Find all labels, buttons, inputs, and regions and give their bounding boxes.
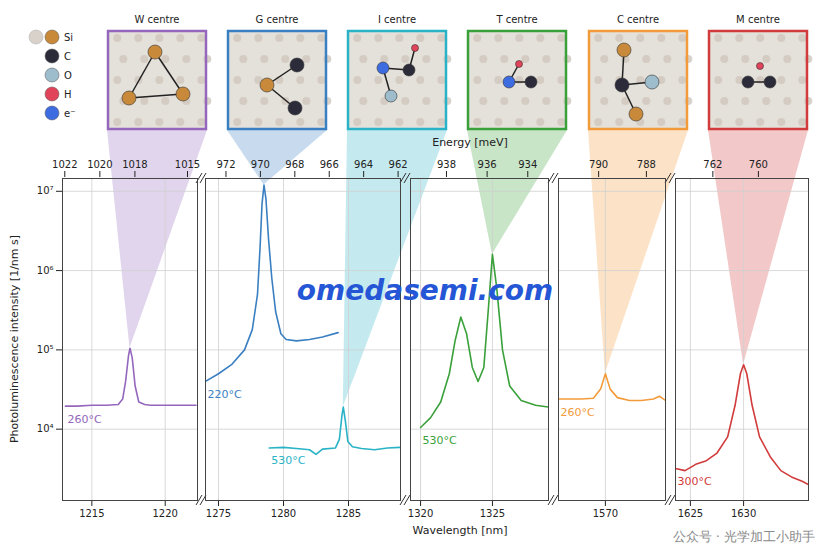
svg-text:Si: Si (64, 32, 73, 43)
svg-text:220°C: 220°C (208, 388, 242, 401)
svg-text:T centre: T centre (495, 14, 537, 25)
svg-text:760: 760 (749, 159, 768, 170)
svg-text:M centre: M centre (736, 14, 780, 25)
svg-text:530°C: 530°C (423, 434, 457, 447)
svg-text:970: 970 (251, 159, 270, 170)
svg-text:962: 962 (389, 159, 408, 170)
html-text:omedasemi.com: omedasemi.com (296, 273, 554, 307)
svg-text:C centre: C centre (617, 14, 659, 25)
svg-text:1325: 1325 (480, 508, 505, 519)
svg-text:1570: 1570 (593, 508, 618, 519)
svg-text:1015: 1015 (175, 159, 200, 170)
svg-text:938: 938 (437, 159, 456, 170)
svg-text:1280: 1280 (271, 508, 296, 519)
svg-text:1275: 1275 (206, 508, 231, 519)
svg-text:10⁴: 10⁴ (37, 423, 54, 434)
svg-text:530°C: 530°C (271, 454, 305, 467)
svg-text:1020: 1020 (87, 159, 112, 170)
svg-text:790: 790 (589, 159, 608, 170)
svg-text:1215: 1215 (79, 508, 104, 519)
svg-text:972: 972 (216, 159, 235, 170)
svg-text:10⁵: 10⁵ (37, 344, 54, 355)
html-text:Wavelength [nm]: Wavelength [nm] (412, 524, 508, 537)
svg-text:1285: 1285 (336, 508, 361, 519)
svg-text:934: 934 (518, 159, 537, 170)
svg-text:968: 968 (285, 159, 304, 170)
html-text:Photoluminescence intensity [1: Photoluminescence intensity [1/nm s] (7, 234, 21, 444)
svg-text:762: 762 (703, 159, 722, 170)
svg-text:1022: 1022 (52, 159, 77, 170)
svg-text:936: 936 (478, 159, 497, 170)
svg-text:1220: 1220 (152, 508, 177, 519)
svg-text:300°C: 300°C (678, 475, 712, 488)
svg-text:964: 964 (354, 159, 373, 170)
svg-text:1630: 1630 (731, 508, 756, 519)
svg-text:C: C (64, 51, 71, 62)
svg-text:788: 788 (637, 159, 656, 170)
svg-text:1625: 1625 (678, 508, 703, 519)
svg-text:H: H (64, 89, 72, 100)
svg-text:260°C: 260°C (67, 413, 101, 426)
svg-text:W centre: W centre (134, 14, 179, 25)
svg-text:260°C: 260°C (561, 406, 595, 419)
svg-text:10⁶: 10⁶ (37, 265, 54, 276)
svg-text:10⁷: 10⁷ (37, 185, 54, 196)
svg-text:G centre: G centre (256, 14, 299, 25)
svg-text:I centre: I centre (378, 14, 416, 25)
svg-text:966: 966 (320, 159, 339, 170)
svg-text:e⁻: e⁻ (64, 108, 75, 119)
svg-text:1018: 1018 (122, 159, 147, 170)
html-text:公众号 · 光学加工小助手: 公众号 · 光学加工小助手 (672, 529, 815, 544)
html-text:Energy [meV]: Energy [meV] (432, 136, 508, 149)
svg-text:O: O (64, 70, 72, 81)
svg-text:1320: 1320 (408, 508, 433, 519)
